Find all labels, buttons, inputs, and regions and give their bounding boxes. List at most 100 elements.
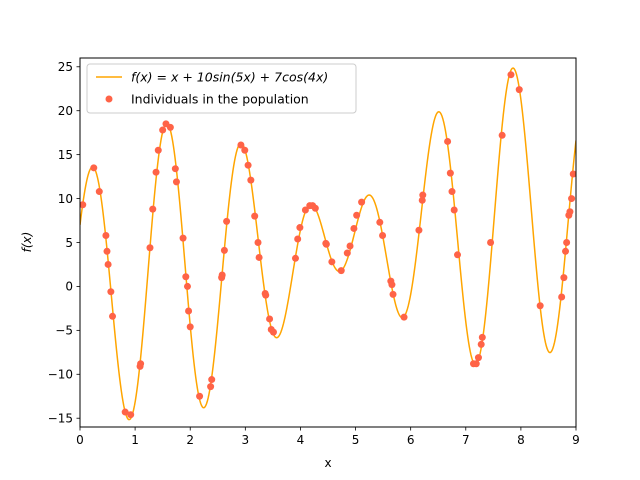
population-point <box>223 217 231 225</box>
population-point <box>418 196 426 204</box>
population-point <box>207 383 215 391</box>
population-point <box>569 170 576 178</box>
population-point <box>358 198 366 206</box>
population-point <box>301 206 309 214</box>
population-point <box>328 258 336 266</box>
x-tick-label: 8 <box>517 433 525 447</box>
population-point <box>183 282 191 290</box>
population-point <box>472 360 480 368</box>
population-point <box>109 312 117 320</box>
x-tick-label: 7 <box>462 433 470 447</box>
population-point <box>444 137 452 145</box>
population-point <box>218 271 226 279</box>
x-tick-label: 9 <box>572 433 580 447</box>
population-point <box>90 164 98 172</box>
population-point <box>182 273 190 281</box>
population-point <box>149 205 157 213</box>
x-tick-label: 6 <box>407 433 415 447</box>
y-tick-label: 5 <box>65 236 73 250</box>
population-point <box>103 247 111 255</box>
population-point <box>454 251 462 259</box>
population-point <box>196 392 204 400</box>
legend-point-swatch <box>105 95 113 103</box>
population-point <box>185 307 193 315</box>
population-point <box>241 146 249 154</box>
y-tick-label: 20 <box>58 104 73 118</box>
population-point <box>350 224 358 232</box>
population-point <box>474 354 482 362</box>
x-axis-ticks: 0 1 2 3 4 5 6 7 8 9 <box>76 427 580 447</box>
x-tick-label: 4 <box>297 433 305 447</box>
y-axis-ticks: −15 −10 −5 0 5 10 15 20 25 <box>48 60 80 426</box>
population-point <box>172 178 180 186</box>
population-point <box>102 231 110 239</box>
population-point <box>507 71 515 79</box>
population-point <box>415 226 423 234</box>
legend-box <box>86 63 357 114</box>
population-point <box>254 239 262 246</box>
population-point <box>251 212 259 220</box>
population-point <box>515 86 523 94</box>
population-point <box>448 188 456 196</box>
population-point <box>291 254 299 262</box>
population-point <box>220 246 228 254</box>
population-point <box>269 328 277 336</box>
population-point <box>346 242 354 250</box>
population-point <box>446 169 454 177</box>
x-tick-label: 1 <box>131 433 139 447</box>
population-point <box>266 315 274 323</box>
legend: f(x) = x + 10sin(5x) + 7cos(4x) Individu… <box>86 63 357 114</box>
population-point <box>376 218 384 226</box>
y-tick-label: 25 <box>58 60 73 74</box>
population-point <box>171 165 179 173</box>
population-point <box>487 239 495 246</box>
x-axis-label: x <box>324 456 331 470</box>
population-point <box>137 360 145 368</box>
population-point <box>478 333 486 341</box>
population-point <box>294 235 302 243</box>
population-point <box>255 253 263 261</box>
population-point <box>389 290 397 298</box>
population-point <box>566 208 574 216</box>
population-point <box>388 281 396 289</box>
population-point <box>208 376 216 384</box>
y-tick-label: −15 <box>48 412 73 426</box>
x-tick-label: 2 <box>186 433 194 447</box>
population-point <box>107 288 115 296</box>
population-point <box>104 260 112 268</box>
y-tick-label: 0 <box>65 280 73 294</box>
x-tick-label: 0 <box>76 433 84 447</box>
population-point <box>419 191 427 199</box>
population-point <box>498 131 506 139</box>
population-point <box>237 141 245 149</box>
population-point <box>477 340 485 348</box>
legend-label-line: f(x) = x + 10sin(5x) + 7cos(4x) <box>131 70 328 85</box>
population-point <box>568 195 576 203</box>
population-point <box>400 313 408 321</box>
population-point <box>343 249 351 257</box>
x-tick-label: 3 <box>242 433 250 447</box>
y-tick-label: 10 <box>58 192 73 206</box>
y-axis-label: f(x) <box>20 232 34 253</box>
population-point <box>536 302 544 310</box>
population-point <box>296 224 304 232</box>
x-tick-label: 5 <box>352 433 360 447</box>
population-point <box>179 234 187 242</box>
population-point <box>353 211 361 219</box>
population-point <box>322 240 330 248</box>
population-point <box>562 247 570 255</box>
population-point <box>121 408 129 416</box>
population-point <box>337 267 345 275</box>
population-point <box>154 146 162 154</box>
y-tick-label: −10 <box>48 368 73 382</box>
population-point <box>262 291 270 299</box>
population-point <box>560 274 568 282</box>
population-point <box>127 411 135 419</box>
population-point <box>186 323 194 331</box>
population-point <box>244 161 252 169</box>
population-point <box>379 231 387 239</box>
population-point <box>311 204 319 212</box>
y-tick-label: −5 <box>55 324 73 338</box>
population-point <box>450 206 458 214</box>
